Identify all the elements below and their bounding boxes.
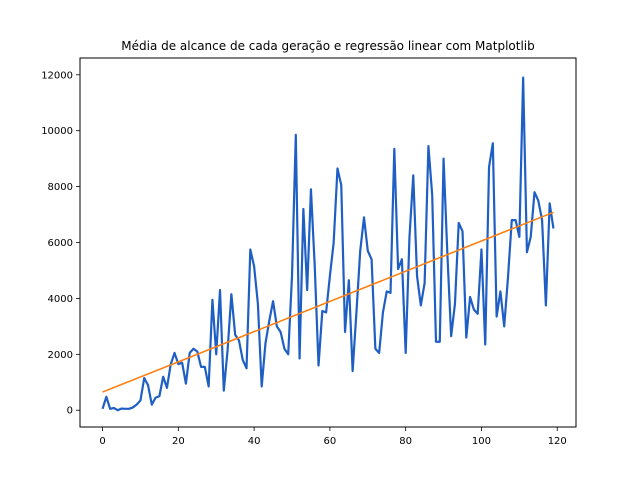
x-tick-label: 80: [399, 436, 412, 447]
y-tick-label: 12000: [41, 70, 73, 81]
plot-area: [101, 76, 555, 412]
x-tick-label: 20: [172, 436, 185, 447]
axes: 0 20 40 60 80 100 120 0 2000 4000 6000 8000 10000 120…: [41, 70, 567, 447]
y-tick-label: 2000: [48, 350, 73, 361]
y-tick-label: 6000: [48, 238, 73, 249]
y-tick-label: 4000: [48, 294, 73, 305]
y-tick-label: 0: [67, 406, 73, 417]
x-tick-label: 0: [99, 436, 105, 447]
x-tick-label: 60: [324, 436, 337, 447]
chart-title: Média de alcance de cada geração e regre…: [121, 39, 534, 53]
regression-line: [102, 211, 554, 393]
x-tick-label: 40: [248, 436, 261, 447]
x-tick-label: 120: [548, 436, 567, 447]
x-tick-label: 100: [472, 436, 491, 447]
y-tick-label: 8000: [48, 182, 73, 193]
y-tick-label: 10000: [41, 126, 73, 137]
